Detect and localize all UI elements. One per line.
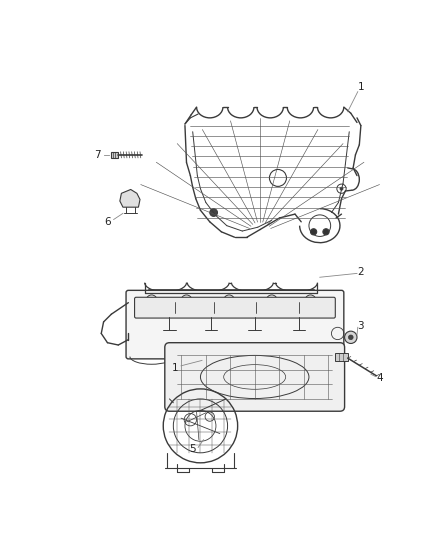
- Text: 3: 3: [357, 321, 364, 331]
- Text: 1: 1: [357, 82, 364, 92]
- Circle shape: [323, 229, 329, 235]
- Circle shape: [227, 298, 231, 303]
- Bar: [110, 152, 118, 158]
- Circle shape: [184, 298, 189, 303]
- Circle shape: [269, 298, 274, 303]
- FancyBboxPatch shape: [165, 343, 345, 411]
- FancyBboxPatch shape: [126, 290, 344, 359]
- Text: 4: 4: [377, 373, 384, 383]
- Circle shape: [308, 298, 313, 303]
- Circle shape: [340, 187, 343, 190]
- Circle shape: [311, 229, 317, 235]
- Text: 5: 5: [189, 444, 196, 454]
- Circle shape: [345, 331, 357, 343]
- Text: 2: 2: [357, 267, 364, 277]
- FancyBboxPatch shape: [134, 297, 336, 318]
- Polygon shape: [120, 189, 140, 207]
- Circle shape: [210, 209, 218, 216]
- Text: 6: 6: [104, 217, 111, 227]
- Circle shape: [149, 298, 154, 303]
- Bar: [336, 353, 348, 361]
- Circle shape: [349, 335, 353, 340]
- Text: 7: 7: [94, 150, 101, 160]
- Text: 1: 1: [172, 363, 178, 373]
